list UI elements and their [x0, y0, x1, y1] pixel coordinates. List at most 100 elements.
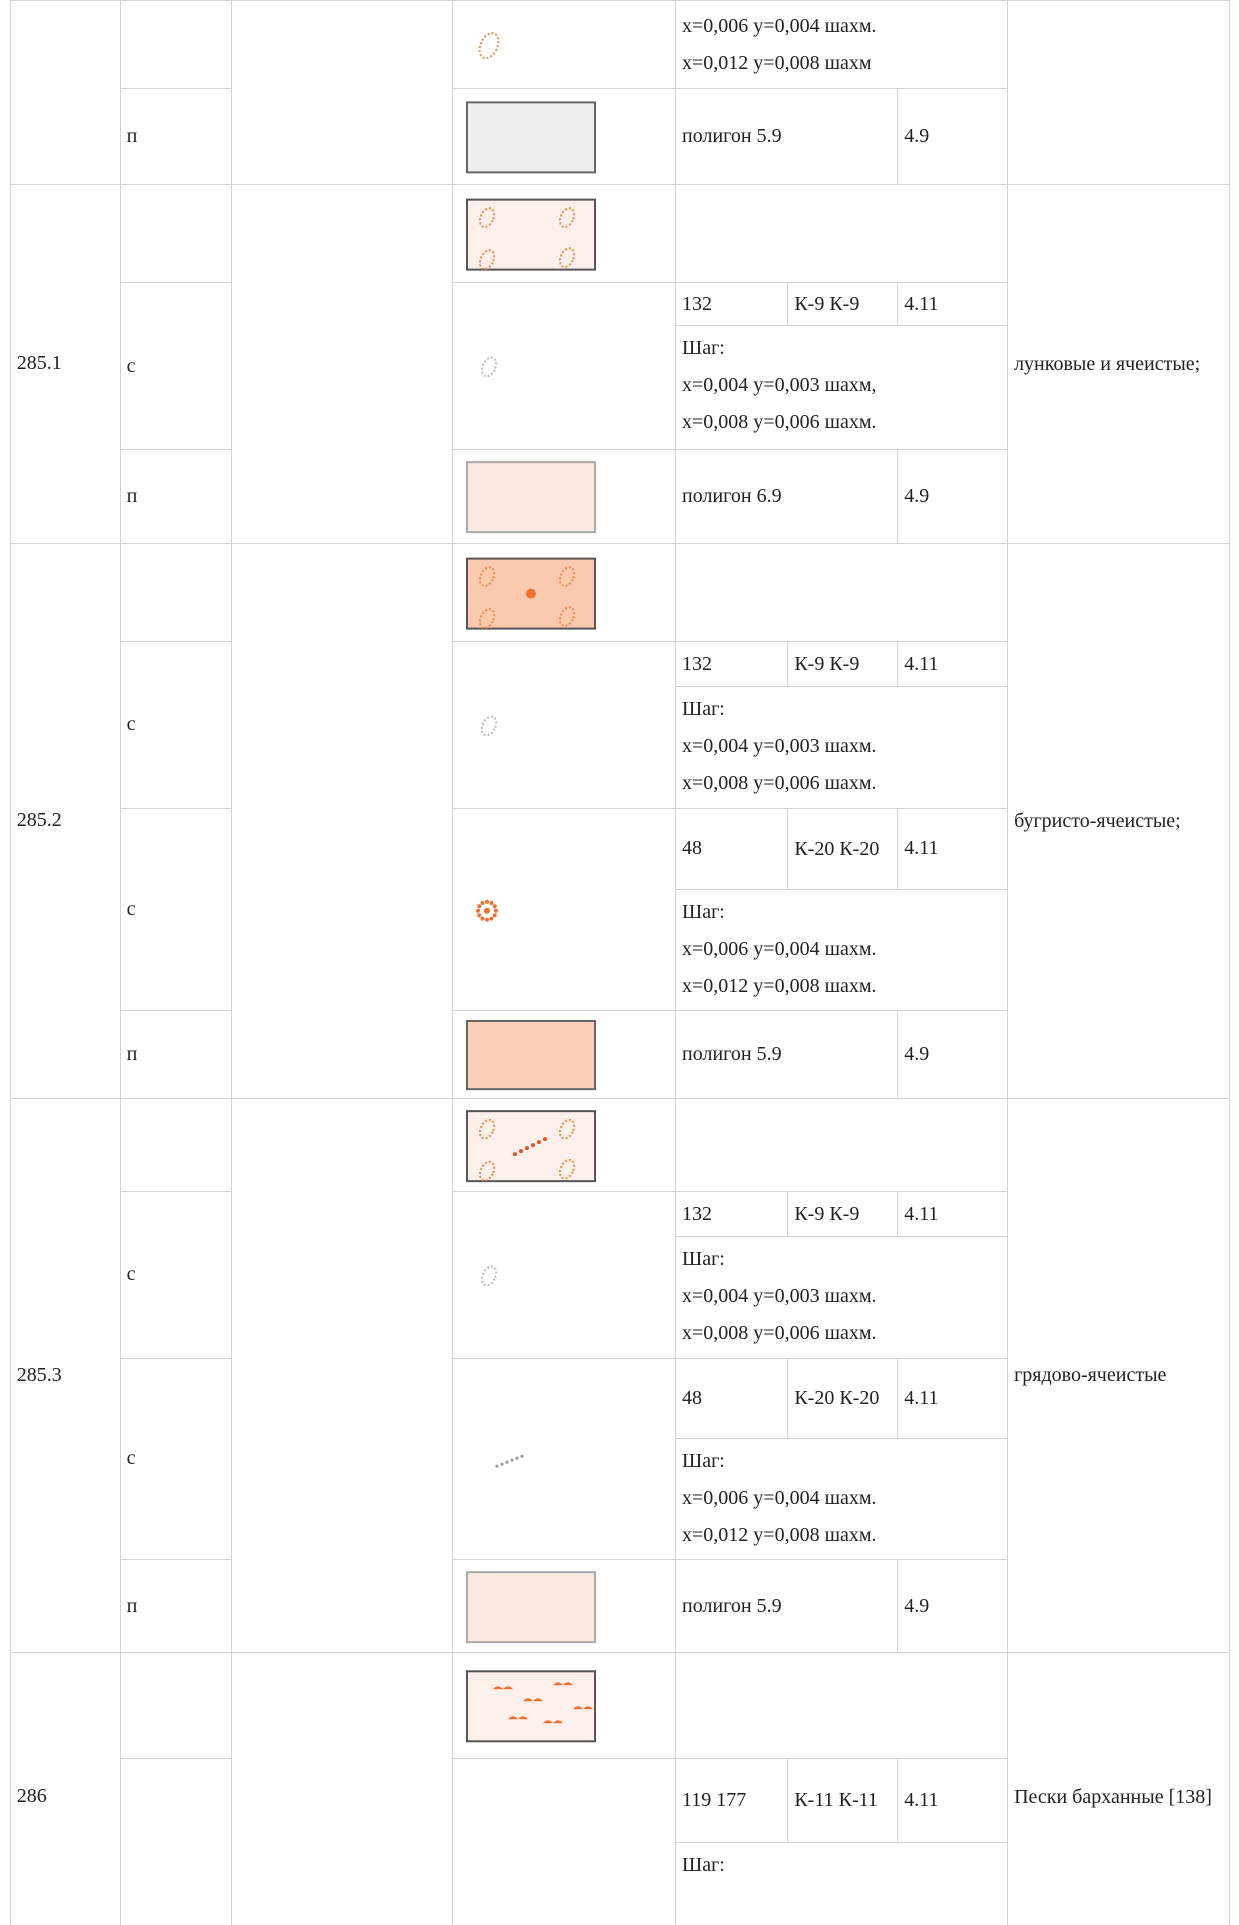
params-line: x=0,006 y=0,004 шахм.: [682, 1486, 877, 1509]
legend-symbol: [465, 198, 596, 271]
type-cell: [119, 1097, 232, 1192]
ref: 4.9: [897, 1010, 1009, 1099]
symbol-cell: [451, 1010, 677, 1099]
type-cell: [119, 0, 232, 90]
symbol-cell: [451, 1190, 677, 1359]
ref: 4.11: [897, 1357, 1009, 1439]
params: Шаг:: [675, 1841, 1009, 1925]
symbol-cell: [451, 282, 677, 451]
type-cell: п: [119, 1010, 232, 1099]
type-cell: п: [119, 449, 232, 544]
empty-cell: [675, 1652, 1009, 1760]
symbol-cell: [451, 0, 677, 90]
params-line: x=0,008 y=0,006 шахм.: [682, 1322, 877, 1345]
sign-text: К-9 К-9: [794, 653, 860, 676]
params-line: x=0,012 y=0,008 шахм.: [682, 974, 877, 997]
ref: 4.11: [897, 282, 1009, 327]
type-cell: п: [119, 88, 232, 186]
params-line: x=0,004 y=0,003 шахм.: [682, 735, 877, 758]
params-line: x=0,008 y=0,006 шахм.: [682, 772, 877, 795]
empty-cell: [230, 184, 453, 544]
code: 119 177: [675, 1758, 789, 1843]
type-cell: [119, 184, 232, 284]
symbol-cell: [451, 1357, 677, 1561]
params-line: x=0,004 y=0,003 шахм,: [682, 374, 877, 397]
ref-text: 4.11: [904, 1788, 939, 1811]
empty-cell: [230, 542, 453, 1099]
symbol-cell: [451, 449, 677, 544]
ref: 4.9: [897, 1559, 1009, 1654]
legend-symbol: [465, 461, 596, 534]
params: Шаг: x=0,004 y=0,003 шахм, x=0,008 y=0,006…: [675, 325, 1009, 451]
ref-text: 4.9: [904, 484, 930, 507]
ref-text: 4.11: [904, 837, 939, 860]
legend-symbol: [480, 356, 497, 378]
symbol-cell: [451, 88, 677, 186]
empty-cell: [230, 1097, 453, 1654]
params-line: x=0,006 y=0,004 шахм.: [682, 14, 877, 37]
params: Шаг: x=0,006 y=0,004 шахм. x=0,012 y=0,008…: [675, 1437, 1009, 1561]
type-text: с: [126, 354, 136, 377]
type-text: с: [126, 1263, 136, 1286]
type-cell: с: [119, 1190, 232, 1359]
params-line: Шаг:: [682, 1449, 725, 1472]
sign-text: К-9 К-9: [794, 293, 860, 316]
ref-text: 4.11: [904, 1202, 939, 1225]
symbol-cell: [451, 1559, 677, 1654]
params-line: x=0,004 y=0,003 шахм.: [682, 1285, 877, 1308]
params-line: Шаг:: [682, 337, 725, 360]
code-text: 132: [682, 1202, 713, 1225]
empty-cell: [675, 184, 1009, 284]
ref-text: 4.11: [904, 1386, 939, 1409]
params-line: x=0,006 y=0,004 шахм.: [682, 937, 877, 960]
group-id: 286: [9, 1652, 121, 1925]
params: Шаг: x=0,004 y=0,003 шахм. x=0,008 y=0,006…: [675, 686, 1009, 809]
code: 48: [675, 807, 789, 890]
sign-text: К-11 К-11: [794, 1789, 878, 1812]
code: 48: [675, 1357, 789, 1439]
type-text: п: [126, 1042, 138, 1065]
empty-cell: [230, 0, 453, 186]
legend-symbol: [465, 1020, 596, 1091]
params-line: x=0,008 y=0,006 шахм.: [682, 411, 877, 434]
sign-text: К-20 К-20: [794, 837, 880, 860]
code-text: 48: [682, 1386, 703, 1409]
ref-text: 4.11: [904, 292, 939, 315]
legend-symbol: [478, 32, 500, 60]
symbol-cell: [451, 807, 677, 1012]
group-id: 285.1: [9, 184, 121, 544]
params-line: x=0,012 y=0,008 шахм.: [682, 1523, 877, 1546]
legend-symbol: [465, 557, 596, 630]
code-text: полигон 5.9: [682, 1594, 782, 1617]
sign: К-20 К-20: [787, 1357, 899, 1439]
symbol-cell: [451, 1758, 677, 1925]
type-text: п: [126, 1594, 138, 1617]
type-text: с: [126, 1447, 136, 1470]
params: Шаг: x=0,004 y=0,003 шахм. x=0,008 y=0,006…: [675, 1236, 1009, 1359]
params: Шаг: x=0,006 y=0,004 шахм. x=0,012 y=0,008…: [675, 888, 1009, 1012]
group-id-text: 285.1: [16, 352, 62, 375]
type-text: п: [126, 125, 138, 148]
sign: К-9 К-9: [787, 282, 899, 327]
sign-text: К-9 К-9: [794, 1203, 860, 1226]
code: 132: [675, 640, 789, 688]
group-id: 285.2: [9, 542, 121, 1099]
group-id-text: 285.2: [16, 809, 62, 832]
empty-cell: [230, 1652, 453, 1925]
sign: К-11 К-11: [787, 1758, 899, 1843]
code: 132: [675, 1190, 789, 1238]
ref-text: 4.11: [904, 652, 939, 675]
code-text: полигон 5.9: [682, 125, 782, 148]
ref-text: 4.9: [904, 125, 930, 148]
code-text: 48: [682, 837, 703, 860]
legend-symbol: [480, 1265, 497, 1287]
ref: 4.11: [897, 640, 1009, 688]
type-cell: [119, 1652, 232, 1760]
legend-symbol: [475, 899, 498, 922]
legend-symbol: [465, 1571, 596, 1644]
params: x=0,006 y=0,004 шахм. x=0,012 y=0,008 шах…: [675, 0, 1009, 90]
group-id-text: 286: [16, 1785, 47, 1808]
group-id-text: 285.3: [16, 1363, 62, 1386]
code: полигон 5.9: [675, 1010, 899, 1099]
